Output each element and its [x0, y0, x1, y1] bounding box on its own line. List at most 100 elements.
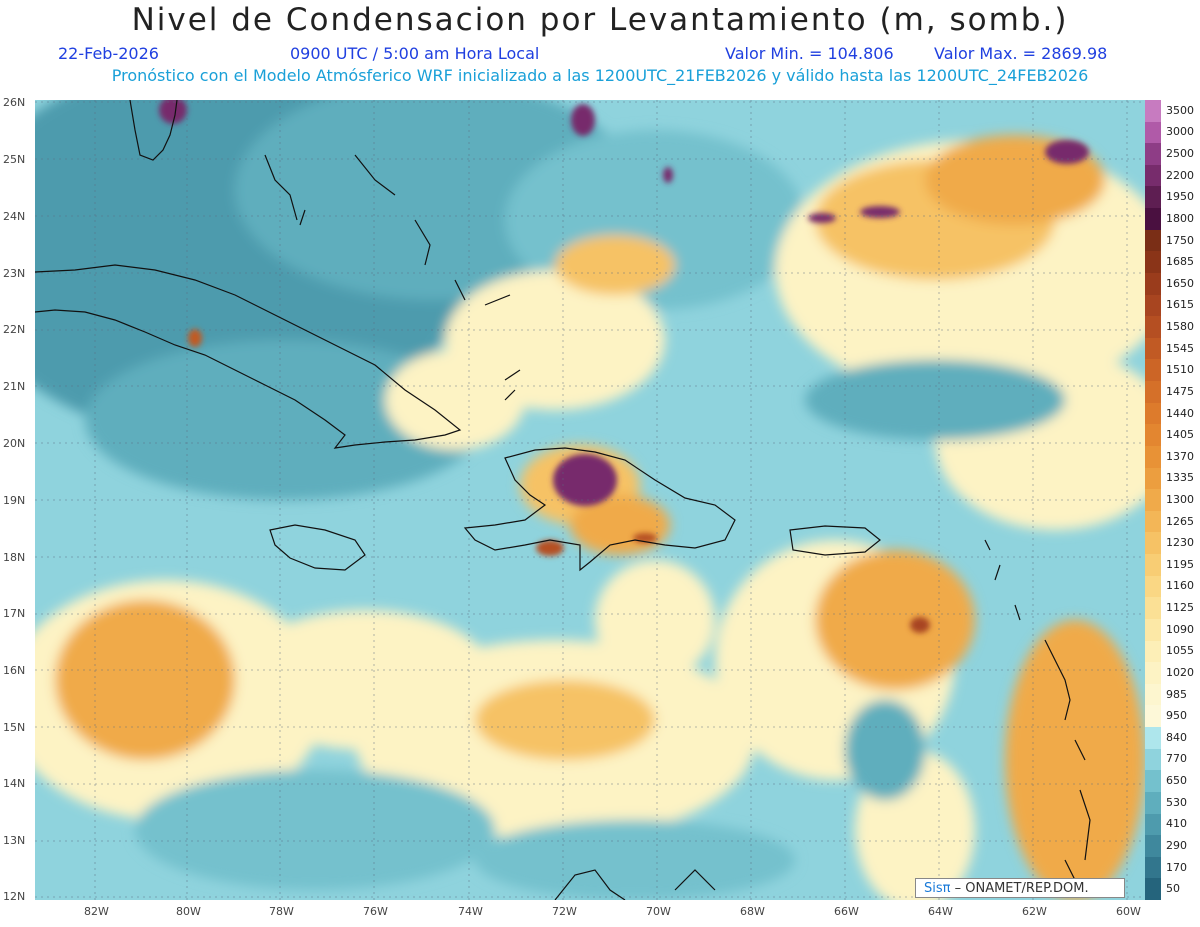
colorbar-level-label: 1545 [1166, 341, 1194, 355]
cuba-coast [35, 264, 462, 449]
colorbar-swatch [1145, 424, 1161, 447]
colorbar-swatch [1145, 164, 1161, 187]
colorbar-swatch [1145, 554, 1161, 577]
colorbar-level-label: 50 [1166, 882, 1180, 896]
colorbar-level-label: 1405 [1166, 428, 1194, 442]
bahamas-islands [264, 154, 521, 401]
colorbar-level-label: 3500 [1166, 103, 1194, 117]
value-min: Valor Min. = 104.806 [725, 44, 894, 63]
lon-label: 78W [269, 905, 294, 918]
colorbar-level-label: 650 [1166, 774, 1187, 788]
colorbar-swatch [1145, 770, 1161, 793]
colorbar-swatch [1145, 316, 1161, 339]
colorbar-level-label: 410 [1166, 817, 1187, 831]
lat-label: 17N [3, 607, 26, 620]
puerto-rico-coast [789, 525, 881, 556]
colorbar-level-label: 1230 [1166, 536, 1194, 550]
lcl-map [35, 100, 1145, 900]
lat-label: 26N [3, 96, 26, 109]
colorbar-swatch [1145, 337, 1161, 360]
colorbar-level-label: 3000 [1166, 125, 1194, 139]
chart-title: Nivel de Condensacion por Levantamiento … [131, 2, 1069, 38]
lat-label: 25N [3, 153, 26, 166]
lon-label: 64W [928, 905, 953, 918]
colorbar-level-label: 1160 [1166, 579, 1194, 593]
lon-label: 74W [458, 905, 483, 918]
colorbar-swatch [1145, 143, 1161, 166]
hispaniola-coast [463, 447, 736, 572]
colorbar-level-label: 840 [1166, 730, 1187, 744]
value-max: Valor Max. = 2869.98 [934, 44, 1108, 63]
colorbar-level-label: 1650 [1166, 276, 1194, 290]
colorbar-swatch [1145, 878, 1161, 901]
lon-label: 76W [363, 905, 388, 918]
colorbar-level-label: 1055 [1166, 644, 1194, 658]
field-shading [35, 100, 1145, 900]
lat-label: 14N [3, 777, 26, 790]
lon-label: 68W [740, 905, 765, 918]
colorbar-level-label: 2500 [1166, 147, 1194, 161]
colorbar-swatch [1145, 186, 1161, 209]
colorbar-level-label: 530 [1166, 795, 1187, 809]
colorbar-level-label: 170 [1166, 860, 1187, 874]
jamaica-coast [269, 524, 366, 571]
colorbar-level-label: 1685 [1166, 255, 1194, 269]
forecast-time: 0900 UTC / 5:00 am Hora Local [290, 44, 540, 63]
credit-box: Sisπ – ONAMET/REP.DOM. [915, 878, 1125, 898]
model-info: Pronóstico con el Modelo Atmósferico WRF… [111, 66, 1089, 85]
colorbar-level-label: 1510 [1166, 363, 1194, 377]
credit-text: – ONAMET/REP.DOM. [950, 881, 1089, 896]
colorbar-swatch [1145, 597, 1161, 620]
lon-label: 66W [834, 905, 859, 918]
colorbar-level-label: 1090 [1166, 622, 1194, 636]
lon-label: 80W [176, 905, 201, 918]
colorbar-level-label: 1750 [1166, 233, 1194, 247]
colorbar-swatch [1145, 662, 1161, 685]
lon-label: 82W [84, 905, 109, 918]
colorbar-swatch [1145, 683, 1161, 706]
coastlines [35, 100, 1091, 900]
colorbar [1145, 100, 1161, 901]
lat-label: 15N [3, 721, 26, 734]
colorbar-swatch [1145, 510, 1161, 533]
florida-coast [129, 100, 178, 161]
lat-label: 24N [3, 210, 26, 223]
lat-label: 22N [3, 323, 26, 336]
lon-label: 72W [552, 905, 577, 918]
colorbar-level-label: 2200 [1166, 168, 1194, 182]
lat-label: 21N [3, 380, 26, 393]
colorbar-level-label: 1300 [1166, 493, 1194, 506]
colorbar-swatch [1145, 272, 1161, 296]
lat-label: 20N [3, 437, 26, 450]
colorbar-swatch [1145, 121, 1161, 144]
sispi-logo: Sisπ [924, 881, 951, 896]
colorbar-level-label: 1335 [1166, 471, 1194, 485]
colorbar-level-label: 1800 [1166, 211, 1194, 225]
colorbar-swatch [1145, 489, 1161, 512]
colorbar-swatch [1145, 856, 1161, 879]
colorbar-swatch [1145, 727, 1161, 750]
colorbar-swatch [1145, 229, 1161, 252]
colorbar-swatch [1145, 748, 1161, 771]
colorbar-swatch [1145, 402, 1161, 425]
colorbar-swatch [1145, 381, 1161, 404]
colorbar-level-label: 950 [1166, 709, 1187, 723]
colorbar-swatch [1145, 532, 1161, 555]
colorbar-swatch [1145, 813, 1161, 836]
lat-label: 23N [3, 267, 26, 280]
lon-label: 60W [1116, 905, 1141, 918]
colorbar-level-label: 290 [1166, 838, 1187, 852]
lat-label: 12N [3, 890, 26, 903]
colorbar-swatch [1145, 359, 1161, 382]
colorbar-level-label: 1020 [1166, 665, 1194, 679]
colorbar-level-label: 1265 [1166, 514, 1194, 528]
forecast-date: 22-Feb-2026 [58, 44, 159, 63]
colorbar-level-label: 1125 [1166, 601, 1194, 615]
colorbar-swatch [1145, 640, 1161, 663]
lat-label: 13N [3, 834, 26, 847]
lat-label: 18N [3, 551, 26, 564]
lon-label: 62W [1022, 905, 1047, 918]
colorbar-swatch [1145, 445, 1161, 469]
colorbar-swatch [1145, 705, 1161, 728]
colorbar-swatch [1145, 100, 1161, 123]
